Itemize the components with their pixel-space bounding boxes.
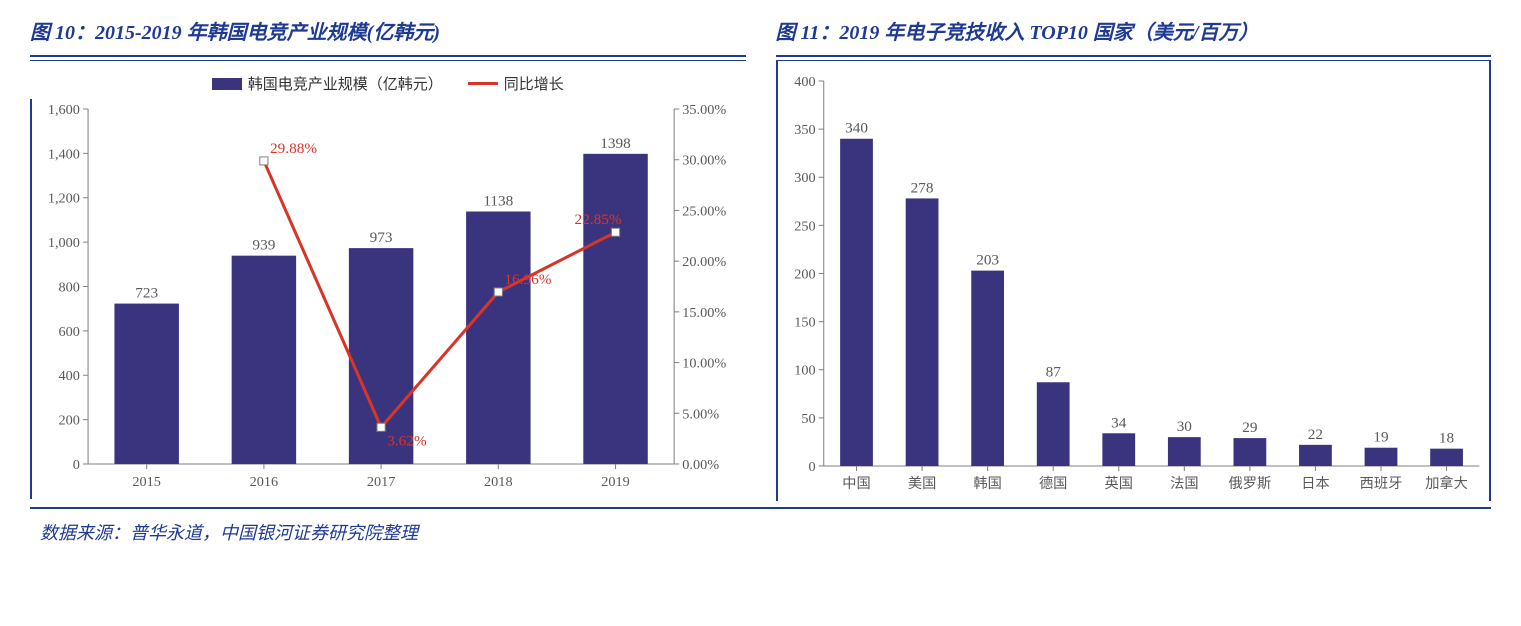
- svg-text:韩国: 韩国: [973, 476, 1001, 492]
- svg-text:87: 87: [1045, 364, 1061, 380]
- svg-text:2019: 2019: [601, 474, 630, 490]
- svg-text:15.00%: 15.00%: [682, 305, 726, 321]
- svg-text:0: 0: [73, 457, 80, 473]
- svg-text:350: 350: [794, 122, 815, 138]
- svg-text:200: 200: [794, 267, 815, 283]
- right-chart-svg: 0 50 100 150 200 250 300 350 400 340 中国 278 美国 203 韩国 8…: [778, 61, 1490, 501]
- svg-text:35.00%: 35.00%: [682, 102, 726, 118]
- svg-text:150: 150: [794, 315, 815, 331]
- rule-thick: [30, 55, 746, 57]
- data-source: 数据来源：普华永道，中国银河证券研究院整理: [0, 509, 1521, 555]
- svg-text:30.00%: 30.00%: [682, 153, 726, 169]
- svg-text:100: 100: [794, 363, 815, 379]
- svg-text:19: 19: [1373, 430, 1388, 446]
- svg-text:俄罗斯: 俄罗斯: [1228, 476, 1271, 492]
- svg-text:0: 0: [808, 459, 815, 475]
- svg-text:400: 400: [59, 368, 80, 384]
- svg-text:29: 29: [1242, 420, 1257, 436]
- legend-bar-label: 韩国电竞产业规模（亿韩元）: [248, 73, 443, 94]
- svg-text:中国: 中国: [842, 476, 870, 492]
- dual-chart-container: 图 10：2015-2019 年韩国电竞产业规模(亿韩元) 韩国电竞产业规模（亿…: [0, 0, 1521, 501]
- legend-line-label: 同比增长: [504, 73, 564, 94]
- svg-text:西班牙: 西班牙: [1359, 476, 1402, 492]
- svg-text:2017: 2017: [367, 474, 396, 490]
- svg-text:200: 200: [59, 413, 80, 429]
- legend-bar-swatch: [212, 78, 242, 90]
- svg-text:340: 340: [845, 121, 868, 137]
- svg-text:5.00%: 5.00%: [682, 406, 719, 422]
- svg-text:25.00%: 25.00%: [682, 204, 726, 220]
- svg-text:2015: 2015: [132, 474, 161, 490]
- svg-text:50: 50: [801, 411, 815, 427]
- rule-thick: [776, 55, 1492, 57]
- svg-text:法国: 法国: [1170, 476, 1198, 492]
- svg-text:800: 800: [59, 280, 80, 296]
- svg-text:203: 203: [976, 253, 999, 269]
- svg-text:34: 34: [1111, 415, 1127, 431]
- legend-line-swatch: [468, 82, 498, 85]
- svg-text:2016: 2016: [250, 474, 279, 490]
- svg-text:400: 400: [794, 74, 815, 90]
- svg-text:22.85%: 22.85%: [575, 212, 622, 228]
- svg-text:0.00%: 0.00%: [682, 457, 719, 473]
- svg-text:1138: 1138: [483, 194, 513, 210]
- right-chart-panel: 图 11：2019 年电子竞技收入 TOP10 国家（美元/百万） 0 50 100…: [776, 10, 1492, 501]
- svg-text:16.96%: 16.96%: [504, 272, 551, 288]
- svg-text:300: 300: [794, 170, 815, 186]
- left-chart-panel: 图 10：2015-2019 年韩国电竞产业规模(亿韩元) 韩国电竞产业规模（亿…: [30, 10, 746, 501]
- left-chart-svg: 0 200 400 600 800 1,000 1,200 1,400 1,600 0.00% 5.…: [32, 99, 746, 499]
- svg-text:2018: 2018: [484, 474, 513, 490]
- svg-text:1,400: 1,400: [48, 146, 80, 162]
- svg-text:3.62%: 3.62%: [387, 433, 427, 449]
- svg-text:723: 723: [135, 286, 158, 302]
- right-chart-area: 0 50 100 150 200 250 300 350 400 340 中国 278 美国 203 韩国 8…: [776, 61, 1492, 501]
- left-chart-title: 图 10：2015-2019 年韩国电竞产业规模(亿韩元): [30, 10, 746, 55]
- svg-text:22: 22: [1307, 427, 1322, 443]
- svg-text:10.00%: 10.00%: [682, 356, 726, 372]
- right-chart-title: 图 11：2019 年电子竞技收入 TOP10 国家（美元/百万）: [776, 10, 1492, 55]
- svg-text:英国: 英国: [1104, 475, 1132, 492]
- left-legend: 韩国电竞产业规模（亿韩元） 同比增长: [30, 61, 746, 99]
- svg-text:日本: 日本: [1301, 476, 1329, 492]
- svg-text:278: 278: [910, 181, 933, 197]
- svg-text:18: 18: [1438, 431, 1453, 447]
- legend-bar-item: 韩国电竞产业规模（亿韩元）: [212, 73, 443, 94]
- svg-text:1398: 1398: [600, 136, 631, 152]
- svg-text:29.88%: 29.88%: [270, 141, 317, 157]
- svg-text:939: 939: [252, 238, 275, 254]
- svg-text:1,200: 1,200: [48, 191, 80, 207]
- left-chart-area: 0 200 400 600 800 1,000 1,200 1,400 1,600 0.00% 5.…: [30, 99, 746, 499]
- legend-line-item: 同比增长: [468, 73, 564, 94]
- svg-text:德国: 德国: [1038, 476, 1066, 492]
- svg-text:20.00%: 20.00%: [682, 254, 726, 270]
- svg-text:美国: 美国: [907, 476, 935, 492]
- svg-text:加拿大: 加拿大: [1425, 475, 1468, 492]
- svg-text:1,600: 1,600: [48, 102, 80, 118]
- svg-text:973: 973: [370, 230, 393, 246]
- svg-text:250: 250: [794, 218, 815, 234]
- svg-text:30: 30: [1176, 419, 1191, 435]
- svg-text:600: 600: [59, 324, 80, 340]
- svg-text:1,000: 1,000: [48, 235, 80, 251]
